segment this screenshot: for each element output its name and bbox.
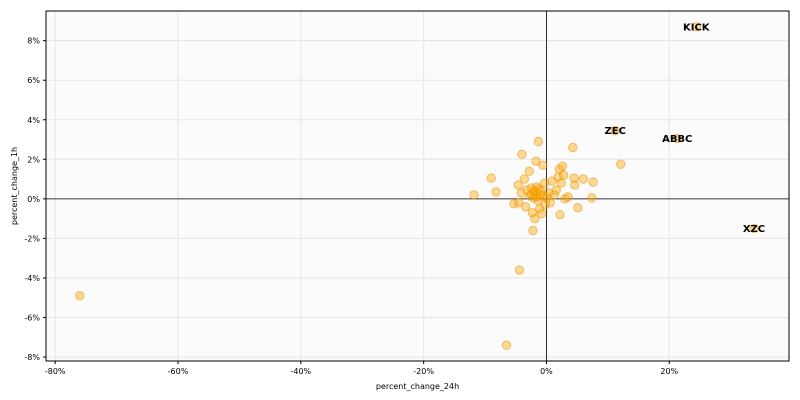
scatter-point	[520, 202, 531, 212]
scatter-point	[555, 209, 565, 220]
scatter-point	[524, 166, 534, 176]
x-axis-ticks: -80% -60% -40% -20% 0% 20%	[45, 361, 679, 376]
scatter-point	[491, 187, 501, 197]
point-label: XZC	[743, 224, 765, 235]
x-tick-label: -40%	[290, 367, 311, 376]
y-axis-ticks: -8% -6% -4% -2% 0% 2% 4% 6% 8%	[24, 37, 46, 362]
x-tick-label: 20%	[660, 367, 678, 376]
scatter-point	[569, 180, 580, 190]
scatter-point	[519, 174, 530, 184]
zero-lines	[46, 11, 789, 361]
scatter-point	[528, 225, 538, 236]
x-axis-title: percent_change_24h	[376, 382, 459, 391]
point-label: ABBC	[662, 134, 692, 145]
x-tick-label: -20%	[413, 367, 434, 376]
scatter-point	[540, 200, 550, 210]
scatter-point	[691, 22, 701, 32]
scatter-point	[501, 340, 512, 350]
x-tick-label: -60%	[168, 367, 189, 376]
scatter-point	[558, 170, 569, 180]
scatter-point	[514, 265, 525, 275]
plot-frame	[45, 10, 790, 362]
scatter-point	[530, 213, 540, 224]
scatter-point	[573, 203, 583, 213]
scatter-point	[75, 291, 85, 301]
x-tick-label: 0%	[540, 367, 553, 376]
y-tick-label: 6%	[27, 76, 40, 85]
point-label: KICK	[683, 22, 711, 33]
scatter-point	[516, 188, 526, 198]
y-tick-label: -6%	[24, 313, 40, 322]
scatter-point	[557, 161, 568, 171]
y-tick-label: 0%	[27, 195, 40, 204]
data-points	[75, 22, 759, 350]
scatter-point	[517, 149, 527, 160]
scatter-point	[536, 208, 547, 219]
scatter-point	[672, 133, 682, 144]
point-labels: ZEC KICK ABBC XZC	[605, 22, 766, 235]
y-tick-label: -8%	[24, 353, 40, 362]
scatter-point	[545, 198, 555, 208]
y-tick-label: -4%	[24, 274, 40, 283]
scatter-point	[569, 173, 579, 183]
x-tick-label: -80%	[45, 367, 66, 376]
scatter-point	[538, 160, 548, 170]
y-tick-label: 8%	[27, 37, 40, 46]
scatter-point	[556, 178, 566, 188]
point-label: ZEC	[605, 126, 626, 137]
scatter-point	[486, 173, 496, 183]
plot-background	[46, 11, 789, 361]
scatter-point	[539, 178, 550, 188]
y-tick-label: -2%	[24, 234, 40, 243]
scatter-point	[514, 198, 524, 208]
y-tick-label: 2%	[27, 155, 40, 164]
scatter-point	[588, 177, 598, 187]
scatter-point	[513, 180, 523, 190]
scatter-point	[551, 185, 561, 195]
scatter-point	[563, 192, 573, 202]
y-axis-title: percent_change_1h	[10, 147, 19, 225]
scatter-point	[749, 223, 759, 234]
scatter-point	[616, 159, 626, 169]
scatter-point	[610, 125, 620, 136]
scatter-point	[469, 190, 479, 200]
scatter-point	[568, 142, 578, 153]
scatter-point	[578, 174, 588, 184]
y-tick-label: 4%	[27, 116, 40, 125]
scatter-point	[533, 136, 544, 147]
scatter-point	[587, 193, 597, 203]
scatter-point	[531, 156, 541, 166]
scatter-point	[549, 190, 560, 200]
